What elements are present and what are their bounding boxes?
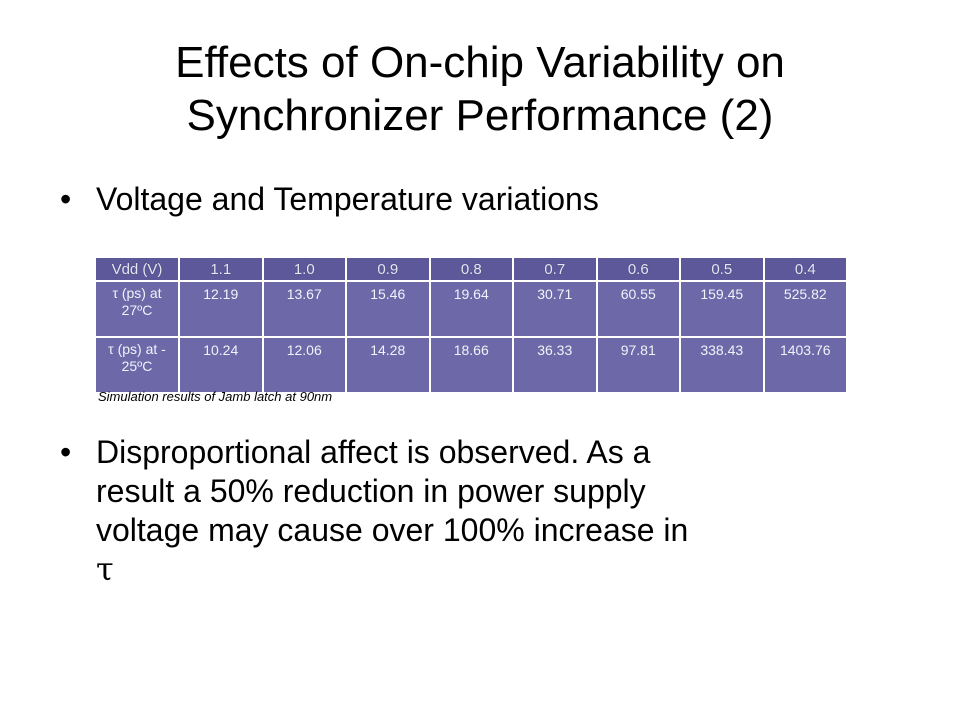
bullet-text-line: result a 50% reduction in power supply [96,473,646,509]
bullet-text: Disproportional affect is observed. As a… [96,433,880,589]
table-cell: 159.45 [679,280,765,338]
table-cell: 19.64 [428,280,514,338]
header-cell: 1.1 [178,256,264,282]
table-cell: 60.55 [595,280,681,338]
table-cell: 525.82 [762,280,848,338]
slide-title: Effects of On-chip Variability on Synchr… [60,36,900,142]
table-cell: 13.67 [261,280,347,338]
table-cell: 10.24 [178,336,264,394]
table-cell: 18.66 [428,336,514,394]
bullet-text: Voltage and Temperature variations [96,181,599,217]
header-cell: 0.5 [679,256,765,282]
header-cell: 1.0 [261,256,347,282]
table-caption: Simulation results of Jamb latch at 90nm [98,389,333,404]
bullet-marker: • [60,181,72,217]
table-cell: 338.43 [679,336,765,394]
table-cell: 36.33 [512,336,598,394]
table-header-row: Vdd (V) 1.1 1.0 0.9 0.8 0.7 0.6 0.5 0.4 [94,256,848,282]
bullet-voltage-temperature: • Voltage and Temperature variations [60,180,880,219]
bullet-marker: • [60,434,72,470]
table-row: τ (ps) at - 25ºC 10.24 12.06 14.28 18.66… [94,336,848,394]
table-cell: 12.19 [178,280,264,338]
header-cell: 0.7 [512,256,598,282]
title-line-2: Synchronizer Performance (2) [186,91,774,140]
title-line-1: Effects of On-chip Variability on [175,38,785,87]
header-cell: Vdd (V) [94,256,180,282]
table-cell: 97.81 [595,336,681,394]
row-label-line: 27ºC [121,302,153,318]
row-label-line: τ (ps) at [112,285,162,301]
row-label: τ (ps) at 27ºC [94,280,180,338]
table-cell: 1403.76 [762,336,848,394]
bullet-disproportional-affect: • Disproportional affect is observed. As… [60,433,880,589]
table-cell: 15.46 [345,280,431,338]
bullet-text-line: voltage may cause over 100% increase in [96,512,689,548]
row-label-line: τ (ps) at - [108,341,166,357]
table-cell: 30.71 [512,280,598,338]
table-row: τ (ps) at 27ºC 12.19 13.67 15.46 19.64 3… [94,280,848,338]
table-cell: 14.28 [345,336,431,394]
header-cell: 0.9 [345,256,431,282]
simulation-results-table: Vdd (V) 1.1 1.0 0.9 0.8 0.7 0.6 0.5 0.4 … [94,256,848,394]
bullet-text-line: Disproportional affect is observed. As a [96,434,651,470]
row-label: τ (ps) at - 25ºC [94,336,180,394]
header-cell: 0.4 [762,256,848,282]
tau-symbol: τ [96,550,114,588]
header-cell: 0.8 [428,256,514,282]
table-cell: 12.06 [261,336,347,394]
row-label-line: 25ºC [121,358,153,374]
header-cell: 0.6 [595,256,681,282]
